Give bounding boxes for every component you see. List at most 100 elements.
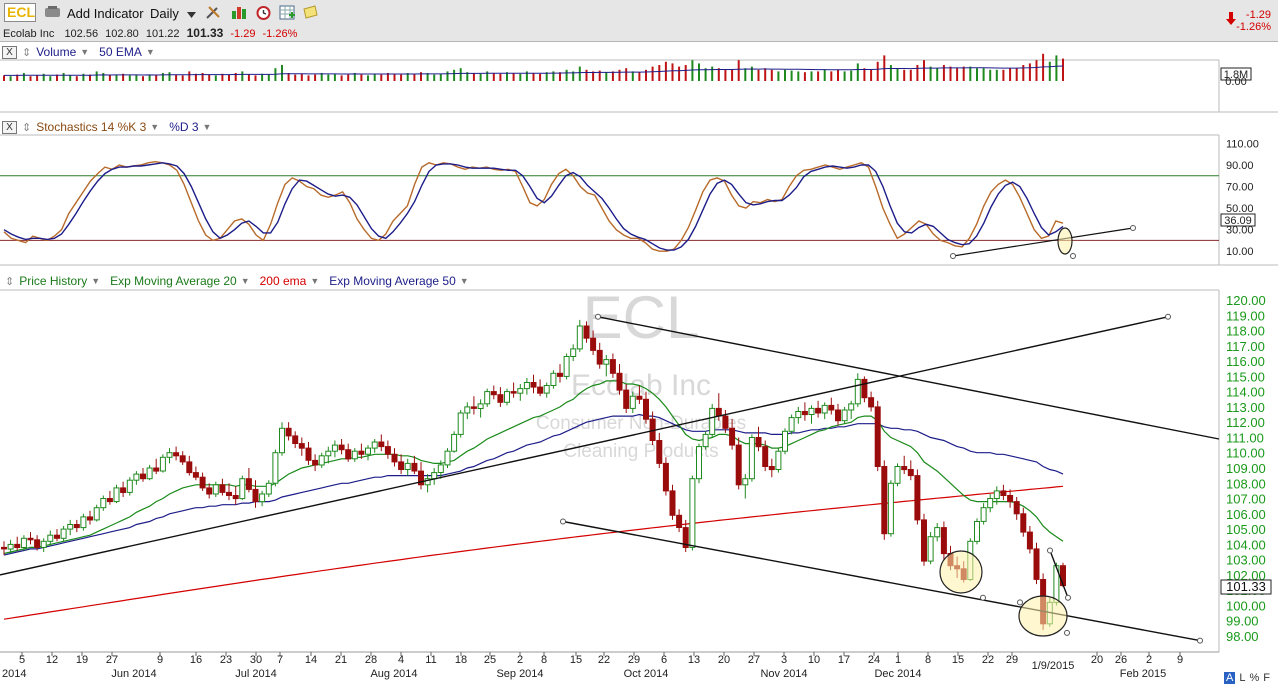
candle	[285, 422, 292, 441]
volume-bar	[62, 73, 65, 81]
stoch-tick-label: 10.00	[1226, 246, 1254, 258]
x-tick-label: 15	[952, 654, 964, 666]
quote-line: Ecolab Inc 102.56 102.80 101.22 101.33 -…	[3, 26, 301, 40]
add-indicator-button[interactable]: Add Indicator	[44, 4, 144, 22]
chevron-down-icon[interactable]: ▼	[91, 276, 101, 286]
candle	[603, 355, 610, 377]
scale-log-button[interactable]: L	[1239, 672, 1246, 684]
grid-add-icon[interactable]	[279, 5, 296, 20]
trendline-annotations[interactable]	[0, 225, 1220, 644]
volume-bar	[711, 66, 714, 81]
moving-averages	[3, 380, 1064, 620]
volume-label[interactable]: Volume	[36, 45, 77, 59]
scale-auto-button[interactable]: A	[1224, 672, 1236, 684]
candle-body	[907, 469, 914, 477]
volume-bar	[393, 73, 396, 81]
drag-handle-icon[interactable]: ⇕	[22, 121, 32, 134]
close-volume-button[interactable]: X	[2, 45, 17, 59]
x-tick-label: 3	[781, 654, 787, 666]
scale-percent-button[interactable]: %	[1249, 672, 1260, 684]
price-tick-label: 116.00	[1226, 354, 1265, 369]
candle-body	[795, 411, 802, 419]
candle-body	[609, 359, 616, 374]
candle	[504, 388, 510, 406]
tools-icon[interactable]	[205, 5, 222, 20]
candle-body	[226, 491, 232, 496]
close-stochastics-button[interactable]: X	[2, 120, 17, 134]
alarm-clock-icon[interactable]	[255, 5, 272, 20]
volume-bar	[532, 73, 535, 81]
month-label: Oct 2014	[624, 668, 669, 680]
candle-body	[563, 356, 570, 377]
ema50-label[interactable]: Exp Moving Average 50	[329, 274, 456, 288]
candle	[444, 448, 451, 468]
period-label: Daily	[150, 5, 179, 21]
chevron-down-icon[interactable]: ▼	[202, 122, 212, 132]
volume-bar	[598, 70, 601, 81]
candle-body	[192, 472, 199, 478]
chevron-down-icon[interactable]: ▼	[145, 47, 155, 57]
stoch-highlight-ellipse	[1057, 227, 1073, 255]
candle-body	[821, 404, 828, 414]
drag-handle-icon[interactable]: ⇕	[5, 275, 15, 288]
candle	[226, 483, 232, 501]
stochastics-label[interactable]: Stochastics 14 %K 3	[36, 120, 147, 134]
volume-value-box: 1.8M 0.00	[1220, 67, 1252, 88]
candle-body	[345, 449, 352, 460]
candle	[265, 480, 272, 497]
stochastics-legend: X ⇕ Stochastics 14 %K 3 ▼ %D 3 ▼	[0, 118, 221, 136]
volume-bar	[69, 75, 72, 81]
x-tick-label: 2	[517, 654, 523, 666]
stochastics-d-label[interactable]: %D 3	[169, 120, 199, 134]
candle-body	[179, 455, 186, 463]
volume-bar	[466, 72, 469, 81]
volume-bar	[1035, 60, 1038, 81]
candle-body	[279, 427, 285, 454]
change-value: -1.29	[230, 28, 256, 40]
scale-fit-button[interactable]: F	[1263, 672, 1270, 684]
candle	[298, 437, 305, 456]
period-select[interactable]: Daily	[150, 4, 196, 22]
candle-body	[590, 337, 597, 351]
volume-legend: X ⇕ Volume ▼ 50 EMA ▼	[0, 43, 165, 61]
volume-bar	[889, 65, 892, 81]
trendline-handle	[1197, 637, 1203, 644]
candle-body	[146, 467, 153, 480]
drag-handle-icon[interactable]: ⇕	[22, 46, 32, 59]
watermark-industry: Cleaning Products	[563, 441, 718, 462]
chevron-down-icon[interactable]: ▼	[240, 276, 250, 286]
volume-bar	[1009, 68, 1012, 81]
symbol-input[interactable]: ECL	[4, 3, 36, 22]
volume-bar	[49, 76, 52, 81]
volume-ema-label[interactable]: 50 EMA	[99, 45, 142, 59]
channel-lower-line	[562, 520, 1201, 642]
candle-body	[490, 391, 497, 396]
candle-body	[40, 540, 47, 548]
volume-bar	[22, 73, 25, 81]
volume-bar	[254, 75, 257, 81]
candle	[490, 385, 497, 400]
candle-body	[318, 455, 325, 466]
chevron-down-icon[interactable]: ▼	[459, 276, 469, 286]
candle-body	[623, 389, 630, 409]
ema200-label[interactable]: 200 ema	[259, 274, 307, 288]
trendline-handle	[1047, 547, 1053, 554]
chevron-down-icon[interactable]: ▼	[310, 276, 320, 286]
candle	[212, 481, 219, 497]
volume-bar	[830, 71, 833, 81]
chevron-down-icon[interactable]: ▼	[80, 47, 90, 57]
candle-body	[54, 534, 60, 539]
x-tick-label: 29	[1006, 654, 1018, 666]
volume-bar	[300, 73, 303, 81]
note-icon[interactable]	[302, 5, 319, 20]
volume-bar	[976, 68, 978, 81]
candle-body	[901, 466, 908, 471]
price-history-label[interactable]: Price History	[19, 274, 88, 288]
bar-chart-icon[interactable]	[231, 5, 248, 20]
candle-body	[530, 382, 537, 388]
chevron-down-icon[interactable]: ▼	[150, 122, 160, 132]
trendline-handle	[1070, 253, 1076, 259]
candle-body	[477, 403, 484, 409]
ema20-label[interactable]: Exp Moving Average 20	[110, 274, 237, 288]
